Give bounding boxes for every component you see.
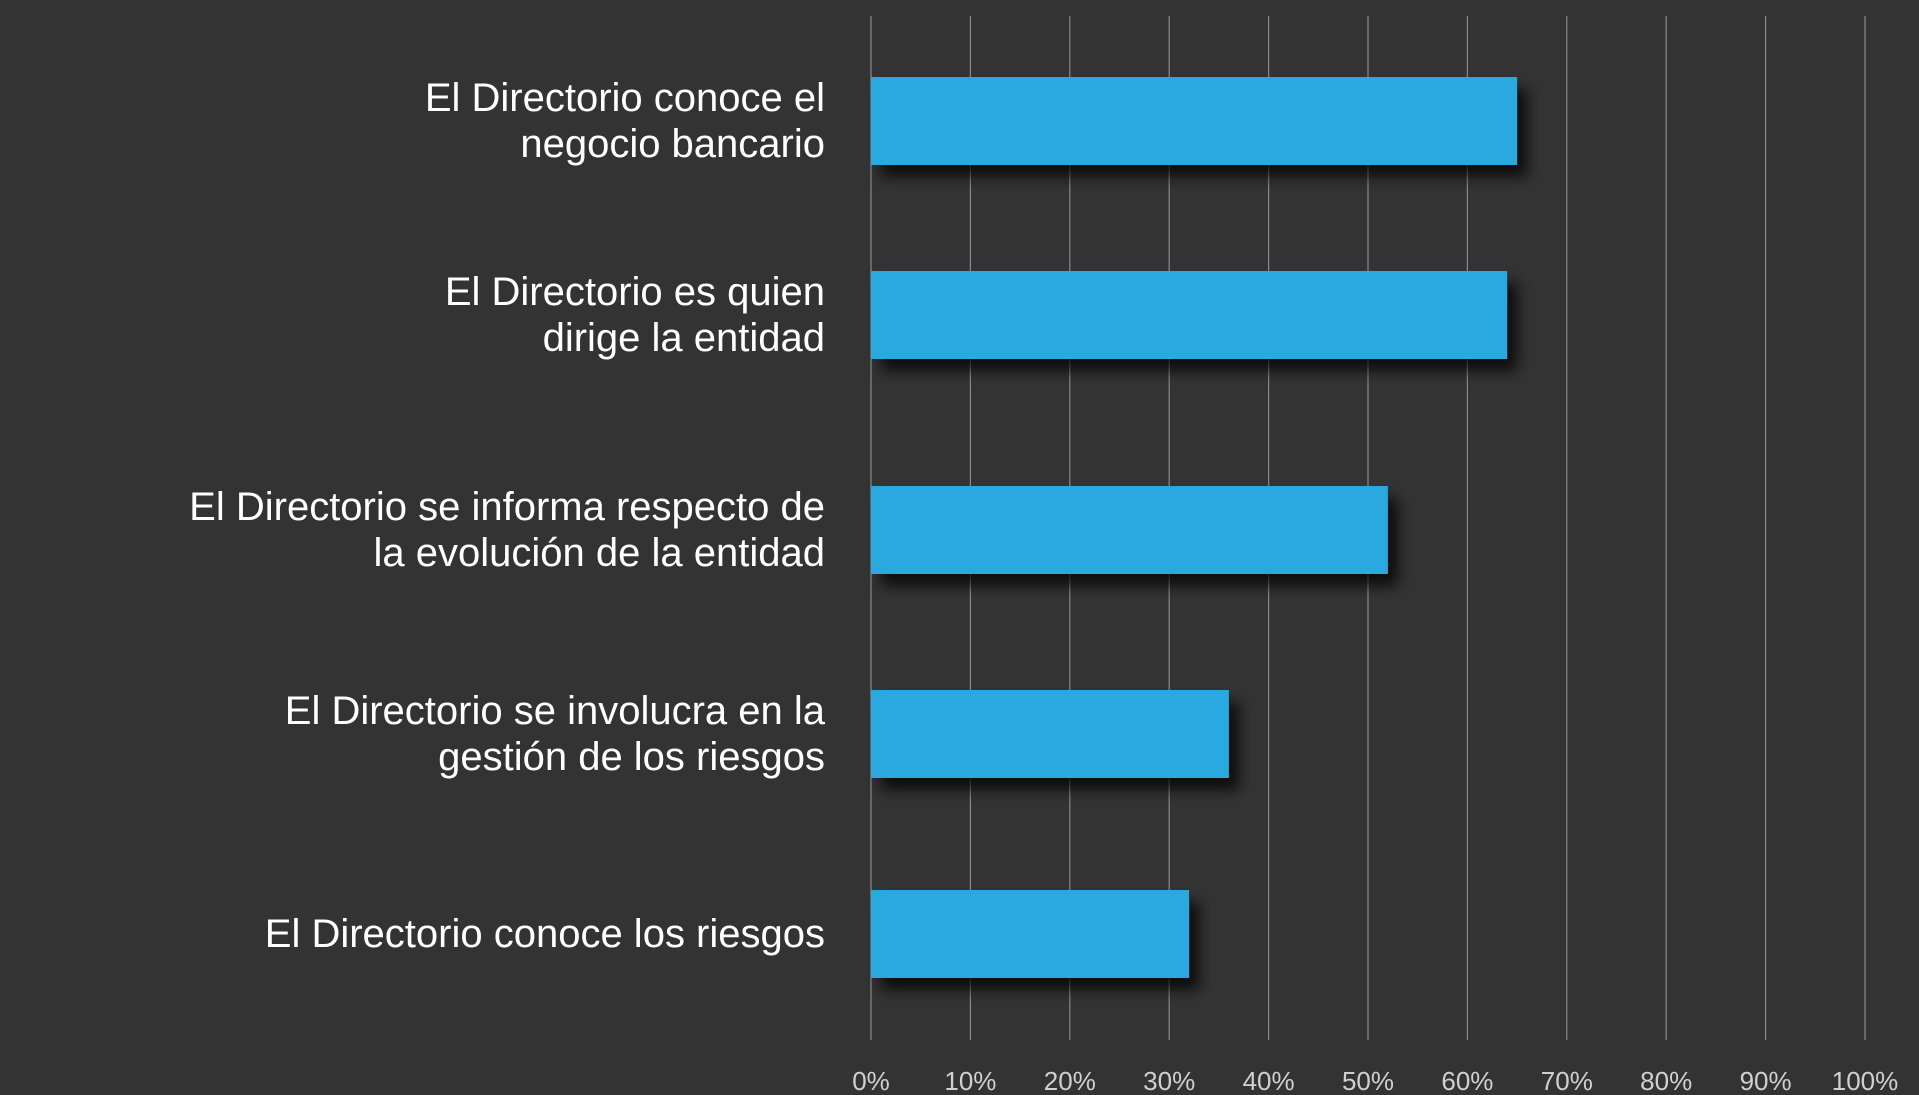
bar bbox=[871, 486, 1388, 574]
x-tick-label: 0% bbox=[852, 1066, 890, 1095]
x-tick-label: 80% bbox=[1640, 1066, 1693, 1095]
category-label: El Directorio conoce los riesgos bbox=[264, 912, 825, 956]
bar bbox=[871, 890, 1190, 978]
x-tick-label: 30% bbox=[1143, 1066, 1196, 1095]
category-label: El Directorio conoce el negocio bancario bbox=[424, 76, 825, 166]
x-tick-label: 20% bbox=[1043, 1066, 1096, 1095]
x-tick-label: 40% bbox=[1242, 1066, 1295, 1095]
bar bbox=[871, 77, 1518, 165]
x-tick-label: 70% bbox=[1540, 1066, 1593, 1095]
bar bbox=[871, 690, 1229, 778]
x-tick-label: 90% bbox=[1739, 1066, 1792, 1095]
x-tick-label: 60% bbox=[1441, 1066, 1494, 1095]
category-label: El Directorio se informa respecto de la … bbox=[189, 485, 825, 575]
x-tick-label: 50% bbox=[1341, 1066, 1395, 1095]
bar bbox=[871, 271, 1508, 359]
category-label: El Directorio es quien dirige la entidad bbox=[444, 270, 825, 360]
category-label: El Directorio se involucra en la gestión… bbox=[284, 689, 825, 779]
x-tick-label: 100% bbox=[1831, 1066, 1899, 1095]
x-tick-label: 10% bbox=[944, 1066, 997, 1095]
